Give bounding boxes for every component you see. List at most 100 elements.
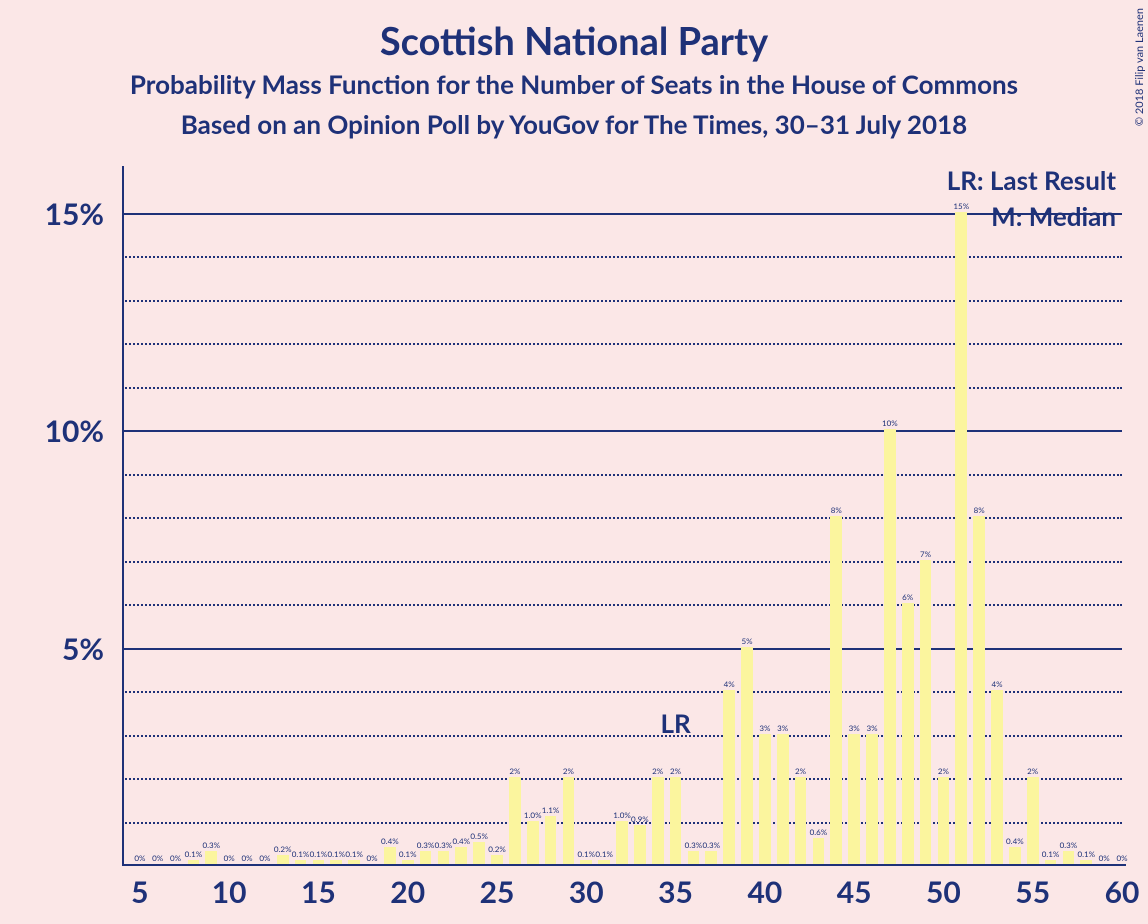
y-tick-label: 10% — [45, 413, 104, 449]
bar-value-label: 3% — [866, 723, 877, 733]
bar: 0.2% — [491, 855, 503, 864]
bar-value-label: 0.5% — [470, 831, 488, 841]
grid-minor-line — [122, 735, 1122, 737]
bar: 15% — [955, 212, 967, 865]
bar-value-label: 0.1% — [595, 849, 613, 859]
bar: 2% — [938, 777, 950, 864]
grid-minor-line — [122, 778, 1122, 780]
bar-value-label: 3% — [849, 723, 860, 733]
bar: 1.0% — [616, 821, 628, 865]
x-tick-label: 60 — [1105, 874, 1140, 910]
grid-minor-line — [122, 343, 1122, 345]
bar: 8% — [973, 516, 985, 864]
x-tick-label: 30 — [569, 874, 604, 910]
bar: 0.1% — [330, 860, 342, 864]
bar-value-label: 0% — [170, 853, 181, 863]
bar: 0.2% — [277, 855, 289, 864]
bar: 8% — [830, 516, 842, 864]
bar-value-label: 0% — [366, 853, 377, 863]
bar: 6% — [902, 603, 914, 864]
bar-value-label: 4% — [991, 679, 1002, 689]
grid-minor-line — [122, 561, 1122, 563]
bar-value-label: 0.3% — [417, 840, 435, 850]
bar-value-label: 0% — [1116, 853, 1127, 863]
bar: 1.1% — [545, 816, 557, 864]
bar: 0.4% — [384, 847, 396, 864]
grid-major-line — [122, 430, 1122, 432]
bar-value-label: 0.6% — [810, 827, 828, 837]
bar: 0.5% — [473, 842, 485, 864]
x-tick-label: 55 — [1015, 874, 1050, 910]
bar: 2% — [795, 777, 807, 864]
bar-value-label: 0.1% — [399, 849, 417, 859]
chart-subtitle-2: Based on an Opinion Poll by YouGov for T… — [0, 108, 1148, 140]
bar-value-label: 2% — [795, 766, 806, 776]
grid-minor-line — [122, 517, 1122, 519]
grid-minor-line — [122, 691, 1122, 693]
bar-value-label: 0.1% — [345, 849, 363, 859]
bar: 3% — [759, 734, 771, 865]
bar: 0.1% — [1045, 860, 1057, 864]
bar-value-label: 0% — [259, 853, 270, 863]
bar-value-label: 0% — [152, 853, 163, 863]
x-tick-label: 50 — [926, 874, 961, 910]
bar: 0.9% — [634, 825, 646, 864]
bar-value-label: 3% — [777, 723, 788, 733]
bar: 2% — [670, 777, 682, 864]
x-tick-label: 45 — [837, 874, 872, 910]
bar: 0.6% — [813, 838, 825, 864]
chart-title: Scottish National Party — [0, 18, 1148, 64]
bar-value-label: 0.3% — [1060, 840, 1078, 850]
grid-major-line — [122, 648, 1122, 650]
bar: 0.1% — [402, 860, 414, 864]
bar: 0.3% — [705, 851, 717, 864]
grid-minor-line — [122, 300, 1122, 302]
bar: 0.1% — [313, 860, 325, 864]
grid-minor-line — [122, 474, 1122, 476]
x-axis-line — [122, 864, 1126, 866]
bar-value-label: 0.9% — [631, 814, 649, 824]
bar-value-label: 0.1% — [1042, 849, 1060, 859]
bar: 7% — [920, 560, 932, 865]
bar-value-label: 0.3% — [202, 840, 220, 850]
bar: 4% — [723, 690, 735, 864]
bar: 0.3% — [205, 851, 217, 864]
bar: 0.1% — [580, 860, 592, 864]
legend-m: M: Median — [991, 200, 1116, 232]
bar: 0.4% — [455, 847, 467, 864]
x-tick-label: 10 — [212, 874, 247, 910]
bar-value-label: 0% — [241, 853, 252, 863]
bar-value-label: 3% — [759, 723, 770, 733]
y-tick-label: 15% — [45, 196, 104, 232]
bar-value-label: 5% — [741, 636, 752, 646]
bar-value-label: 0.4% — [1006, 836, 1024, 846]
bar-value-label: 8% — [831, 505, 842, 515]
bar-value-label: 2% — [563, 766, 574, 776]
x-tick-label: 40 — [747, 874, 782, 910]
bar: 0.1% — [1080, 860, 1092, 864]
bar: 3% — [777, 734, 789, 865]
bar: 3% — [866, 734, 878, 865]
bar: 2% — [563, 777, 575, 864]
bar: 0.3% — [1063, 851, 1075, 864]
bar-value-label: 0.4% — [452, 836, 470, 846]
bar: 0.3% — [438, 851, 450, 864]
bar-value-label: 1.0% — [524, 810, 542, 820]
y-tick-label: 5% — [62, 631, 104, 667]
bar: 0.4% — [1009, 847, 1021, 864]
bar: 3% — [848, 734, 860, 865]
bar-value-label: 2% — [1027, 766, 1038, 776]
bar-value-label: 0% — [1099, 853, 1110, 863]
legend-lr: LR: Last Result — [947, 164, 1116, 196]
x-tick-label: 20 — [390, 874, 425, 910]
bar-value-label: 2% — [670, 766, 681, 776]
x-tick-label: 25 — [480, 874, 515, 910]
bar: 10% — [884, 429, 896, 864]
bar-value-label: 0.4% — [381, 836, 399, 846]
bar-value-label: 0.2% — [274, 844, 292, 854]
bar: 0.1% — [188, 860, 200, 864]
bar-value-label: 0.1% — [1077, 849, 1095, 859]
bar-value-label: 8% — [974, 505, 985, 515]
grid-minor-line — [122, 604, 1122, 606]
bar: 0.3% — [688, 851, 700, 864]
